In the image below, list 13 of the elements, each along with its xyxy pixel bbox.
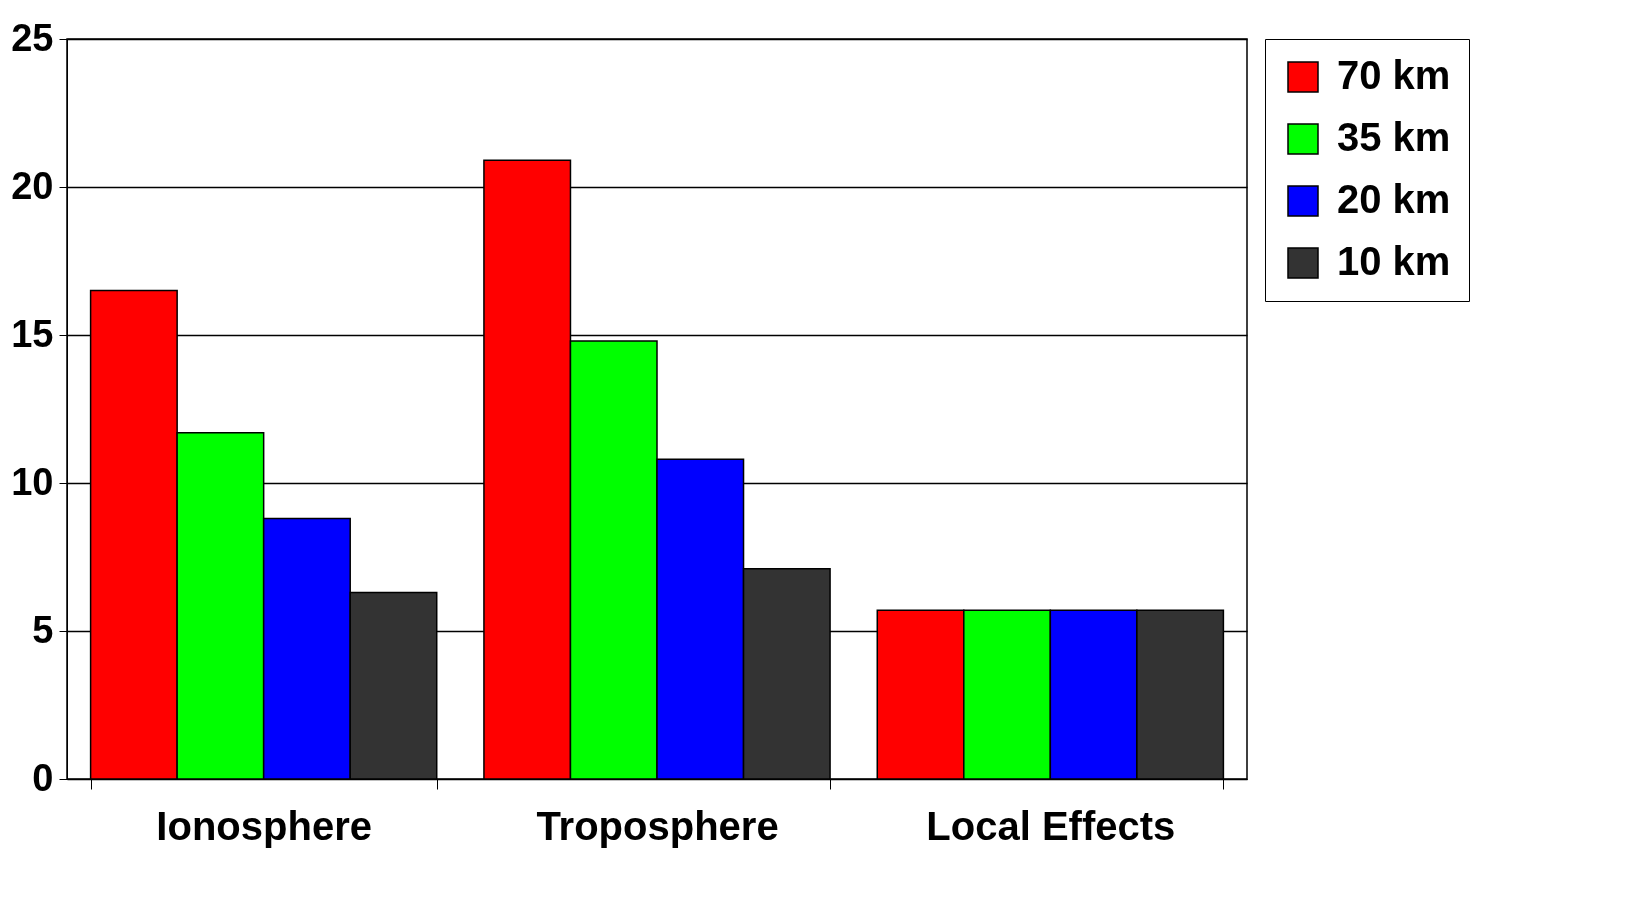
y-tick-label: 20 [11, 164, 54, 207]
y-tick-label: 5 [32, 608, 54, 651]
x-tick-label: Troposphere [536, 803, 779, 848]
y-tick-label: 0 [32, 756, 54, 799]
x-tick-label: Ionosphere [156, 803, 372, 848]
y-tick-label: 10 [11, 460, 54, 503]
legend-label: 35 km [1337, 115, 1451, 159]
legend-label: 10 km [1337, 239, 1451, 283]
legend-label: 20 km [1337, 177, 1451, 221]
y-tick-label: 15 [11, 312, 54, 355]
x-tick-label: Local Effects [926, 803, 1176, 848]
legend-label: 70 km [1337, 53, 1451, 97]
y-tick-label: 25 [11, 16, 54, 59]
